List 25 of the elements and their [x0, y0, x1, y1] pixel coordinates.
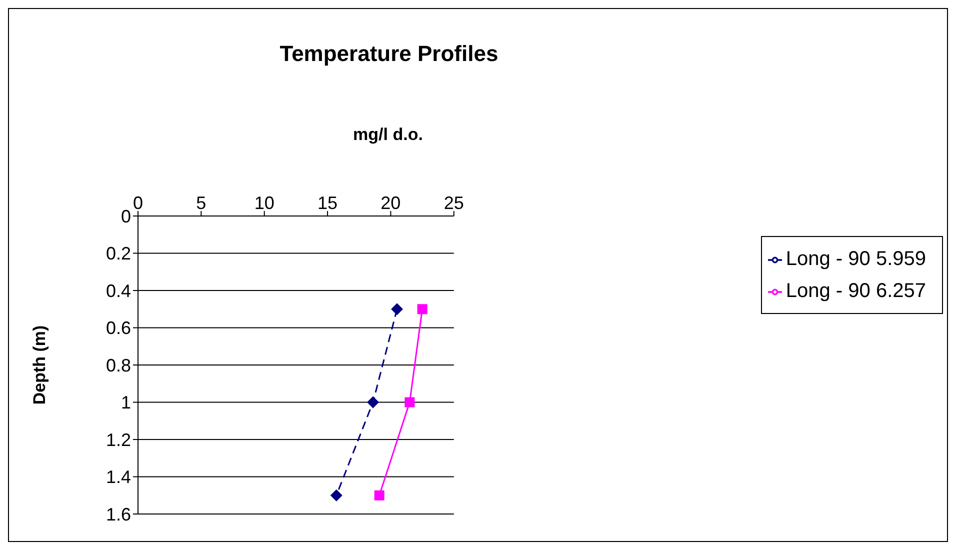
- y-tick-label: 0.6: [106, 318, 131, 338]
- point: [391, 303, 404, 316]
- point: [367, 396, 380, 408]
- x-tick-label: 20: [380, 193, 401, 213]
- x-tick-label: 25: [444, 193, 464, 213]
- x-tick-label: 10: [254, 193, 274, 213]
- point: [374, 490, 384, 500]
- y-tick-label: 0.2: [106, 244, 131, 264]
- y-tick-label: 1.2: [106, 430, 131, 450]
- y-tick-label: 0.4: [106, 280, 131, 301]
- y-tick-label: 0: [120, 206, 131, 226]
- y-tick-label: 0.8: [106, 355, 131, 376]
- y-tick-label: 1.4: [106, 467, 131, 488]
- x-tick-label: 5: [196, 193, 206, 213]
- y-tick-label: 1.6: [106, 504, 131, 524]
- legend-label: Long - 90 5.959: [786, 248, 926, 270]
- x-axis-title: mg/l d.o.: [352, 125, 424, 145]
- point: [417, 304, 428, 314]
- y-tick-label: 1: [120, 392, 131, 413]
- y-axis-title: Depth (m): [30, 325, 50, 405]
- point: [404, 397, 415, 408]
- legend-label: Long - 90 6.257: [786, 280, 926, 302]
- x-tick-label: 15: [318, 193, 338, 213]
- point: [330, 489, 342, 502]
- chart-title: Temperature Profiles: [278, 41, 500, 67]
